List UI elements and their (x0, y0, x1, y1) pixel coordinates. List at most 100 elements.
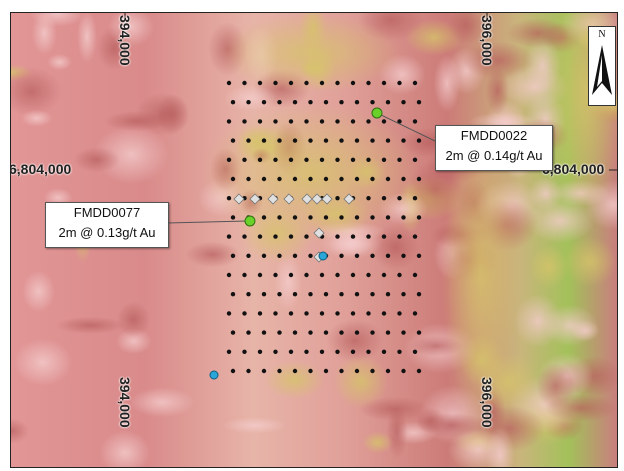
drill-hole-dot[interactable] (230, 253, 236, 258)
drill-hole-dot[interactable] (412, 234, 418, 239)
drill-hole-dot[interactable] (401, 368, 406, 374)
drill-hole-dot[interactable] (246, 330, 251, 335)
drill-hole-dot[interactable] (292, 292, 298, 297)
drill-hole-dot[interactable] (350, 157, 356, 162)
drill-hole-dot[interactable] (381, 272, 387, 278)
drill-hole-dot[interactable] (412, 119, 418, 124)
drill-hole-dot[interactable] (381, 157, 387, 162)
drill-hole-dot[interactable] (397, 80, 402, 86)
sampled-hole-diamond[interactable] (283, 193, 295, 205)
drill-hole-dot[interactable] (319, 157, 325, 162)
sampled-hole-diamond[interactable] (249, 193, 261, 205)
drill-hole-dot[interactable] (304, 157, 309, 162)
drill-hole-dot[interactable] (323, 292, 329, 297)
drill-hole-dot[interactable] (288, 311, 294, 316)
drill-hole-dot[interactable] (366, 157, 371, 162)
drill-hole-dot[interactable] (242, 234, 247, 239)
drill-hole-dot[interactable] (370, 368, 375, 374)
drill-hole-dot[interactable] (323, 138, 329, 143)
drill-hole-dot[interactable] (261, 330, 267, 335)
drill-hole-dot[interactable] (416, 368, 422, 374)
drill-hole-dot[interactable] (292, 330, 298, 335)
drill-hole-dot[interactable] (350, 349, 356, 354)
drill-hole-dot[interactable] (277, 100, 282, 105)
drill-hole-dot[interactable] (226, 157, 232, 162)
drill-hole-dot[interactable] (366, 349, 371, 354)
drill-hole-dot[interactable] (257, 272, 263, 278)
drill-hole-dot[interactable] (366, 272, 371, 278)
drill-hole-dot[interactable] (323, 215, 329, 220)
drill-hole-dot[interactable] (304, 311, 309, 316)
drill-hole-dot[interactable] (385, 330, 391, 335)
drill-hole-dot[interactable] (308, 368, 313, 374)
sampled-hole-diamond[interactable] (233, 193, 245, 205)
drill-hole-dot[interactable] (277, 330, 282, 335)
hole-FMDD0022[interactable] (371, 107, 383, 119)
drill-hole-dot[interactable] (308, 215, 313, 220)
drill-hole-dot[interactable] (277, 176, 282, 182)
drill-hole-dot[interactable] (261, 292, 267, 297)
drill-hole-dot[interactable] (354, 368, 360, 374)
cyan-hole-1[interactable] (318, 251, 328, 261)
drill-hole-dot[interactable] (350, 234, 356, 239)
drill-hole-dot[interactable] (381, 119, 387, 124)
drill-hole-dot[interactable] (335, 272, 340, 278)
sampled-hole-diamond[interactable] (311, 193, 323, 205)
drill-hole-dot[interactable] (323, 100, 329, 105)
sampled-hole-diamond[interactable] (301, 193, 313, 205)
drill-hole-dot[interactable] (323, 368, 329, 374)
drill-hole-dot[interactable] (304, 349, 309, 354)
drill-hole-dot[interactable] (261, 176, 267, 182)
drill-hole-dot[interactable] (273, 119, 278, 124)
drill-hole-dot[interactable] (292, 100, 298, 105)
drill-hole-dot[interactable] (401, 176, 406, 182)
drill-hole-dot[interactable] (323, 176, 329, 182)
drill-hole-dot[interactable] (277, 368, 282, 374)
drill-hole-dot[interactable] (257, 119, 263, 124)
drill-hole-dot[interactable] (354, 100, 360, 105)
drill-hole-dot[interactable] (412, 80, 418, 86)
drill-hole-dot[interactable] (397, 157, 402, 162)
drill-hole-dot[interactable] (397, 196, 402, 201)
drill-hole-dot[interactable] (288, 119, 294, 124)
drill-hole-dot[interactable] (226, 119, 232, 124)
drill-hole-dot[interactable] (226, 272, 232, 278)
drill-hole-dot[interactable] (366, 80, 371, 86)
drill-hole-dot[interactable] (397, 234, 402, 239)
drill-hole-dot[interactable] (385, 138, 391, 143)
drill-hole-dot[interactable] (350, 311, 356, 316)
drill-hole-dot[interactable] (412, 196, 418, 201)
drill-hole-dot[interactable] (385, 292, 391, 297)
drill-hole-dot[interactable] (230, 292, 236, 297)
drill-hole-dot[interactable] (339, 215, 344, 220)
map-frame[interactable]: 394,000 396,000 394,000 396,000 6,804,00… (10, 12, 618, 468)
drill-hole-dot[interactable] (370, 330, 375, 335)
drill-hole-dot[interactable] (370, 215, 375, 220)
drill-hole-dot[interactable] (226, 234, 232, 239)
drill-hole-dot[interactable] (308, 138, 313, 143)
drill-hole-dot[interactable] (370, 253, 375, 258)
drill-hole-dot[interactable] (401, 100, 406, 105)
drill-hole-dot[interactable] (261, 253, 267, 258)
drill-hole-dot[interactable] (412, 272, 418, 278)
drill-hole-dot[interactable] (273, 311, 278, 316)
drill-hole-dot[interactable] (261, 100, 267, 105)
drill-hole-dot[interactable] (401, 330, 406, 335)
drill-hole-dot[interactable] (397, 272, 402, 278)
drill-hole-dot[interactable] (308, 292, 313, 297)
drill-hole-dot[interactable] (416, 215, 422, 220)
drill-hole-dot[interactable] (385, 253, 391, 258)
drill-hole-dot[interactable] (385, 100, 391, 105)
drill-hole-dot[interactable] (308, 330, 313, 335)
drill-hole-dot[interactable] (246, 176, 251, 182)
drill-hole-dot[interactable] (246, 368, 251, 374)
drill-hole-dot[interactable] (308, 100, 313, 105)
drill-hole-dot[interactable] (226, 311, 232, 316)
drill-hole-dot[interactable] (242, 157, 247, 162)
drill-hole-dot[interactable] (350, 119, 356, 124)
drill-hole-dot[interactable] (385, 176, 391, 182)
drill-hole-dot[interactable] (401, 253, 406, 258)
drill-hole-dot[interactable] (304, 80, 309, 86)
drill-hole-dot[interactable] (366, 119, 371, 124)
drill-hole-dot[interactable] (288, 272, 294, 278)
